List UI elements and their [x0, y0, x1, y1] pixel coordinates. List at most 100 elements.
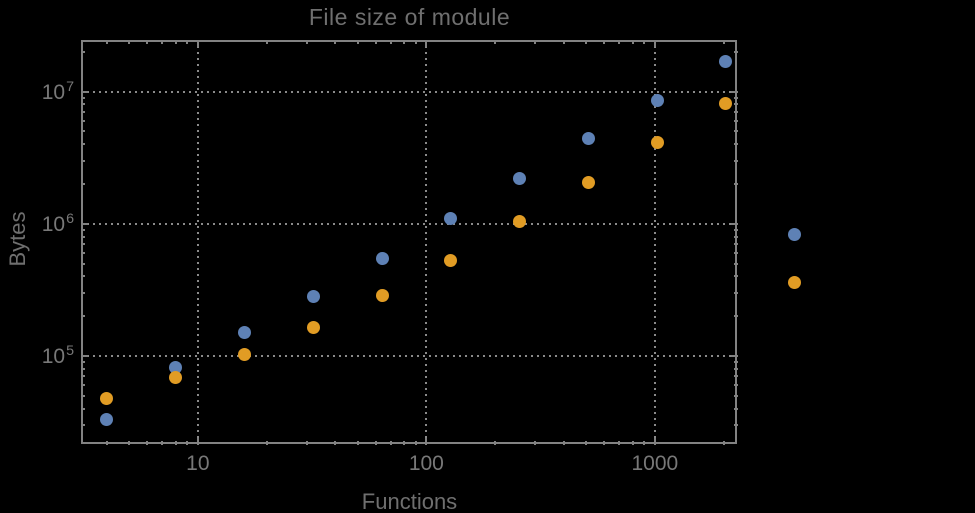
y-tick-mark	[81, 367, 85, 370]
y-tick-mark	[81, 252, 85, 255]
data-point-series-blue	[513, 172, 527, 186]
x-tick-mark	[265, 440, 268, 445]
x-tick-mark	[334, 440, 337, 445]
y-tick-mark	[81, 50, 85, 53]
x-tick-mark	[653, 437, 656, 445]
x-tick-mark	[425, 437, 428, 445]
data-point-series-orange	[100, 391, 114, 405]
x-tick-mark	[196, 40, 199, 47]
y-tick-label: 105	[41, 343, 74, 368]
x-tick-mark	[374, 40, 377, 44]
data-point-series-blue	[306, 290, 320, 304]
y-tick-mark	[81, 228, 85, 231]
x-tick-mark	[585, 440, 588, 445]
y-tick-mark	[81, 183, 85, 186]
y-tick-mark	[733, 252, 738, 255]
x-tick-mark	[653, 40, 656, 47]
data-point-series-blue	[650, 94, 664, 108]
y-tick-mark	[733, 243, 738, 246]
y-tick-mark	[81, 96, 85, 99]
x-tick-mark	[174, 40, 177, 44]
data-point-series-orange	[238, 347, 251, 361]
x-tick-mark	[128, 40, 131, 44]
data-point-series-orange	[650, 136, 664, 150]
data-point-series-blue	[238, 326, 251, 340]
y-tick-mark	[733, 130, 738, 133]
y-tick-mark	[81, 384, 85, 387]
x-tick-mark	[128, 440, 131, 445]
y-tick-mark	[733, 183, 738, 186]
y-tick-mark	[733, 159, 738, 162]
data-point-series-blue	[169, 360, 183, 374]
y-tick-mark	[733, 235, 738, 238]
plot-title: File size of module	[308, 4, 511, 30]
x-tick-mark	[494, 40, 497, 44]
x-tick-mark	[631, 440, 634, 445]
y-tick-mark	[733, 111, 738, 114]
y-tick-mark	[730, 90, 738, 93]
gridline-vertical	[653, 40, 656, 445]
y-tick-mark	[81, 159, 85, 162]
y-axis-label: Bytes	[5, 211, 30, 267]
x-tick-mark	[356, 40, 359, 44]
y-tick-mark	[81, 361, 85, 364]
x-tick-label: 100	[408, 451, 444, 475]
x-tick-mark	[643, 40, 646, 44]
y-tick-mark	[81, 315, 85, 318]
y-tick-mark	[730, 355, 738, 357]
y-tick-mark	[733, 103, 738, 106]
y-tick-mark	[81, 222, 88, 225]
y-tick-mark	[733, 394, 738, 397]
y-tick-mark	[733, 275, 738, 278]
x-tick-mark	[186, 40, 189, 44]
x-tick-label: 10	[186, 451, 210, 475]
data-point-series-orange	[169, 370, 183, 384]
x-tick-mark	[534, 40, 537, 44]
data-point-series-orange	[719, 96, 733, 110]
y-tick-mark	[733, 119, 738, 122]
x-tick-mark	[722, 40, 725, 44]
data-point-series-blue	[100, 413, 114, 427]
x-tick-mark	[722, 440, 725, 445]
x-tick-label: 1000	[631, 451, 679, 475]
y-tick-mark	[733, 315, 738, 318]
x-tick-mark	[389, 440, 392, 445]
data-point-series-orange	[581, 176, 595, 190]
y-tick-mark	[733, 375, 738, 378]
y-tick-mark	[733, 228, 738, 231]
x-tick-mark	[631, 40, 634, 44]
data-point-series-orange	[375, 289, 389, 303]
y-tick-mark	[81, 243, 85, 246]
x-tick-mark	[403, 40, 406, 44]
x-tick-mark	[356, 440, 359, 445]
gridline-horizontal	[81, 222, 738, 225]
x-tick-mark	[603, 440, 606, 445]
gridline-horizontal	[81, 90, 738, 93]
y-tick-mark	[733, 50, 738, 53]
gridline-horizontal	[81, 355, 738, 357]
data-point-series-orange	[306, 320, 320, 334]
x-tick-mark	[618, 440, 621, 445]
y-tick-mark	[81, 143, 85, 146]
y-tick-mark	[81, 130, 85, 133]
data-point-series-blue	[375, 251, 389, 265]
gridline-vertical	[196, 40, 199, 445]
data-point-series-blue	[788, 228, 802, 242]
y-tick-mark	[81, 119, 85, 122]
x-tick-mark	[305, 440, 308, 445]
x-tick-mark	[414, 40, 417, 44]
x-tick-mark	[603, 40, 606, 44]
y-tick-mark	[733, 367, 738, 370]
data-point-series-blue	[444, 211, 458, 225]
data-point-series-orange	[444, 253, 458, 267]
x-tick-mark	[174, 440, 177, 445]
x-tick-mark	[161, 440, 164, 445]
x-tick-mark	[643, 440, 646, 445]
y-tick-mark	[81, 407, 85, 410]
y-tick-mark	[81, 111, 85, 114]
x-tick-mark	[494, 440, 497, 445]
y-tick-mark	[81, 394, 85, 397]
x-tick-mark	[265, 40, 268, 44]
x-tick-mark	[105, 440, 108, 445]
